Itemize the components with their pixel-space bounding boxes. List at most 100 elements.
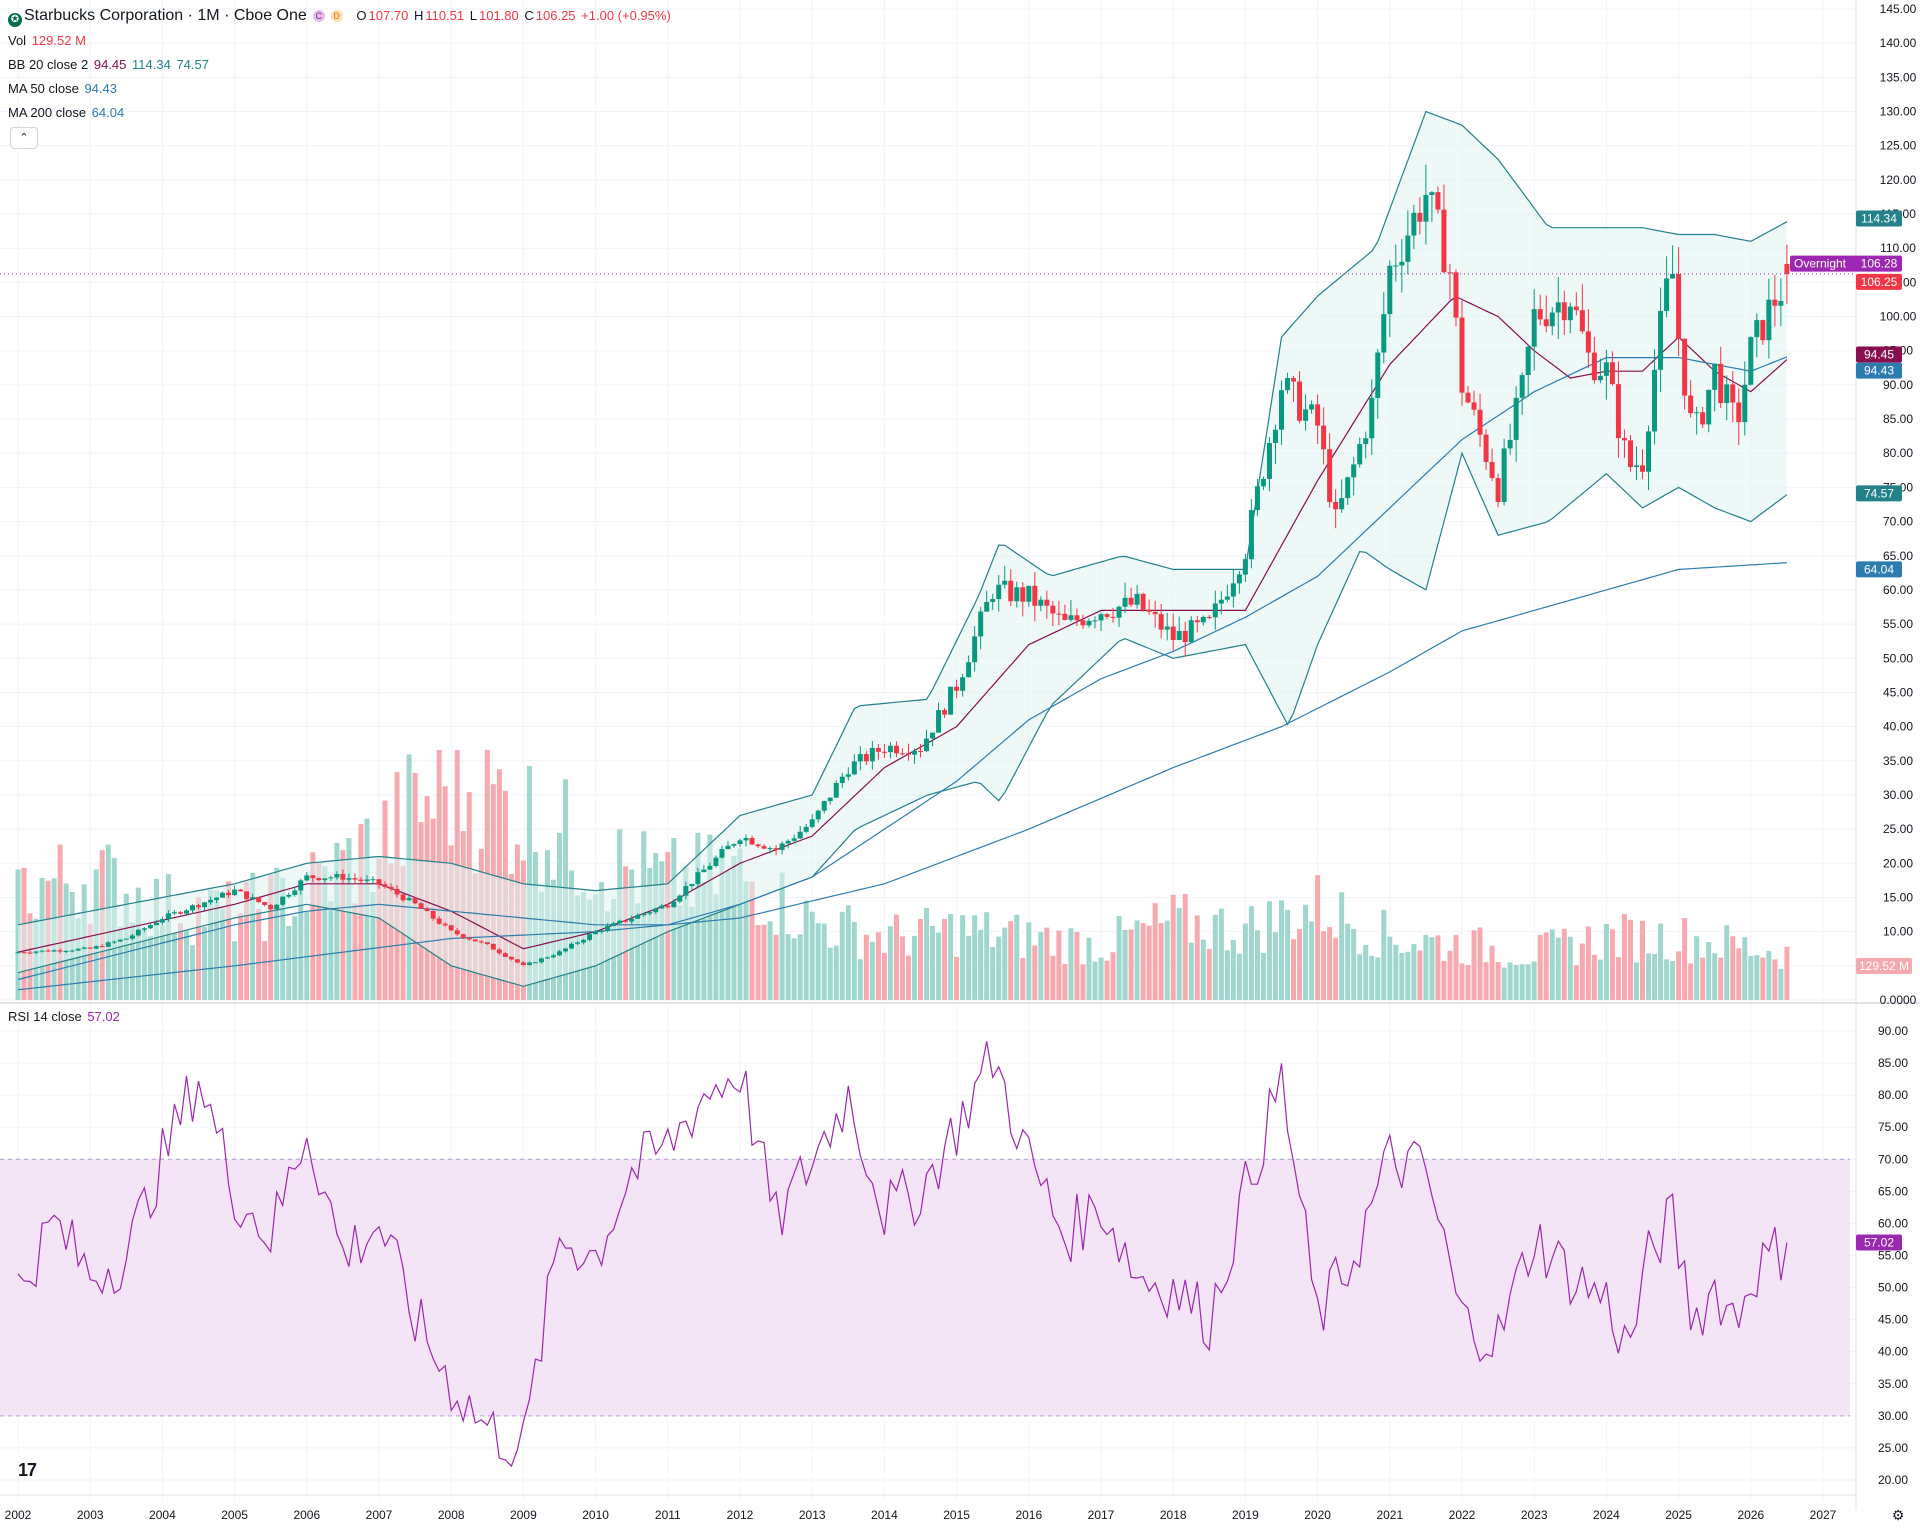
volume-bar	[1543, 932, 1549, 1000]
candle-body	[424, 908, 430, 912]
volume-bar	[171, 933, 177, 1000]
vol-legend[interactable]: Vol 129.52 M	[8, 32, 88, 50]
volume-bar	[1706, 942, 1712, 1000]
candle-body	[905, 753, 911, 755]
candle-body	[466, 937, 472, 940]
volume-bar	[773, 934, 779, 1000]
volume-bar	[238, 913, 244, 1000]
settings-gear-icon[interactable]: ⚙	[1892, 1507, 1905, 1523]
volume-bar	[1615, 957, 1621, 1000]
volume-bar	[1399, 953, 1405, 1000]
volume-bar	[141, 930, 147, 1000]
volume-bar	[881, 952, 887, 1000]
volume-bar	[1242, 923, 1248, 1000]
volume-bar	[833, 945, 839, 1000]
volume-bar	[1170, 894, 1176, 1000]
candle-body	[978, 611, 984, 637]
rsi-legend[interactable]: RSI 14 close 57.02	[8, 1008, 122, 1026]
candle-body	[123, 938, 129, 940]
candle-body	[460, 934, 466, 938]
volume-bar	[701, 881, 707, 1000]
volume-bar	[189, 945, 195, 1000]
volume-bar	[262, 941, 268, 1000]
volume-bar	[1140, 923, 1146, 1000]
volume-bar	[797, 934, 803, 1000]
volume-bar	[87, 923, 93, 1000]
volume-bar	[743, 881, 749, 1000]
volume-bar	[809, 911, 815, 1000]
volume-bar	[1074, 931, 1080, 1000]
volume-bar	[1495, 962, 1501, 1000]
collapse-legend-button[interactable]: ⌃	[10, 127, 38, 149]
volume-bar	[1339, 892, 1345, 1000]
price-tick-label: 140.00	[1880, 36, 1917, 50]
volume-bar	[256, 909, 262, 1000]
volume-bar	[1537, 935, 1543, 1000]
candle-body	[1429, 192, 1435, 195]
volume-bar	[1742, 937, 1748, 1000]
ma50-legend[interactable]: MA 50 close 94.43	[8, 80, 119, 98]
candle-body	[51, 950, 57, 952]
candle-body	[1501, 448, 1507, 502]
volume-bar	[851, 921, 857, 1000]
time-tick-label: 2008	[438, 1508, 465, 1522]
candle-body	[1266, 443, 1272, 479]
candle-body	[647, 912, 653, 914]
candle-body	[707, 865, 713, 870]
volume-bar	[1188, 942, 1194, 1000]
vol-label: Vol	[8, 33, 27, 48]
volume-bar	[244, 881, 250, 1000]
volume-bar	[1393, 944, 1399, 1000]
volume-bar	[1423, 934, 1429, 1000]
ma200-legend[interactable]: MA 200 close 64.04	[8, 104, 126, 122]
volume-bar	[1447, 950, 1453, 1000]
volume-bar	[165, 874, 171, 1000]
volume-bar	[340, 850, 346, 1000]
volume-bar	[1248, 906, 1254, 1000]
bb-legend[interactable]: BB 20 close 2 94.45 114.34 74.57	[8, 56, 211, 74]
candle-body	[1525, 346, 1531, 376]
candle-body	[27, 952, 33, 954]
candle-body	[1712, 363, 1718, 390]
candle-body	[1682, 338, 1688, 396]
d-badge[interactable]: D	[330, 10, 343, 22]
volume-bar	[737, 848, 743, 1000]
volume-bar	[1086, 937, 1092, 1000]
volume-bar	[1351, 928, 1357, 1000]
ma50-value: 94.43	[84, 81, 117, 96]
candle-body	[520, 962, 526, 966]
candle-body	[1591, 352, 1597, 381]
tradingview-logo[interactable]: 17	[18, 1460, 37, 1480]
volume-bar	[869, 941, 875, 1000]
rsi-tick-label: 45.00	[1878, 1313, 1908, 1327]
volume-bar	[232, 941, 238, 1000]
starbucks-logo-icon: ✪	[8, 13, 22, 27]
candle-body	[1477, 409, 1483, 435]
time-tick-label: 2017	[1088, 1508, 1115, 1522]
candle-body	[153, 922, 159, 926]
c-badge[interactable]: C	[312, 10, 325, 22]
candle-body	[448, 925, 454, 931]
candle-body	[1495, 478, 1501, 502]
symbol-title[interactable]: Starbucks Corporation · 1M · Cboe One	[24, 7, 307, 24]
volume-bar	[1724, 925, 1730, 1000]
time-tick-label: 2003	[77, 1508, 104, 1522]
candle-body	[1621, 438, 1627, 441]
volume-bar	[972, 915, 978, 1000]
volume-bar	[1688, 963, 1694, 1000]
rsi-tick-label: 60.00	[1878, 1216, 1908, 1230]
candle-body	[33, 951, 39, 953]
candle-body	[1784, 263, 1790, 274]
candle-body	[256, 897, 262, 903]
volume-bar	[159, 925, 165, 1000]
volume-bar	[334, 842, 340, 1000]
volume-bar	[328, 901, 334, 1000]
candle-body	[1182, 630, 1188, 643]
volume-bar	[123, 893, 129, 1000]
volume-bar	[1363, 944, 1369, 1000]
rsi-tick-label: 75.00	[1878, 1120, 1908, 1134]
candle-body	[1230, 583, 1236, 597]
volume-bar	[1038, 932, 1044, 1000]
candle-body	[1026, 585, 1032, 602]
